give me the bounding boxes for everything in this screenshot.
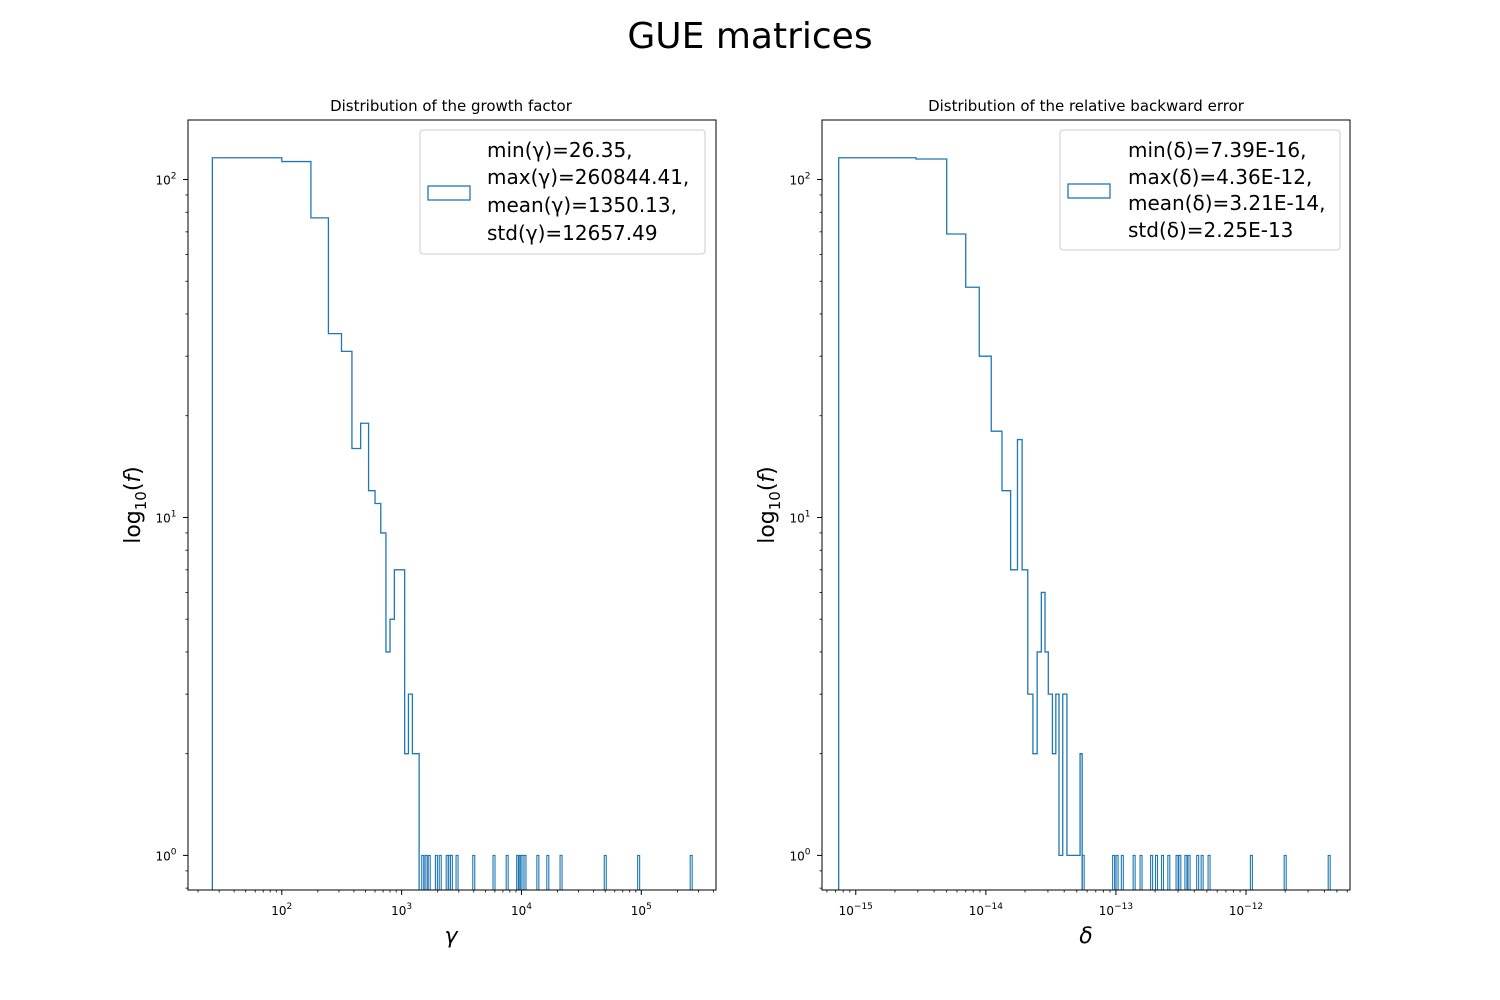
growth-factor-bin-2: [427, 854, 431, 890]
growth-factor-ytick-label-1: 101: [155, 509, 176, 525]
growth-factor-histogram-outline: [211, 157, 420, 890]
growth-factor-bin-8: [455, 854, 459, 890]
backward-error-ytick-label-1: 101: [789, 509, 810, 525]
growth-factor-xlabel: γ: [444, 924, 458, 949]
growth-factor-xtick-label-2: 104: [511, 902, 532, 918]
growth-factor-bin-7: [449, 854, 453, 890]
growth-factor-xtick-label-1: 103: [391, 902, 412, 918]
growth-factor-bin-19: [559, 854, 563, 890]
backward-error-legend-frame: [1059, 129, 1341, 251]
backward-error-histogram-outline: [838, 157, 1083, 890]
backward-error-legend-max: max(δ)=4.36E-12,: [1128, 165, 1312, 189]
backward-error-ytick-label-2: 102: [789, 172, 810, 188]
backward-error-bin-17: [1249, 854, 1253, 890]
growth-factor-bin-9: [472, 854, 476, 890]
growth-factor-ylabel: log10(f): [121, 466, 150, 544]
growth-factor-xtick-label-3: 105: [631, 902, 652, 918]
growth-factor-bin-17: [536, 854, 540, 890]
growth-factor-xtick-label-0: 102: [271, 902, 292, 918]
figure-title: GUE matrices: [627, 16, 872, 57]
backward-error-bin-4: [1132, 854, 1136, 890]
growth-factor-legend: min(γ)=26.35, max(γ)=260844.41, mean(γ)=…: [419, 129, 706, 255]
growth-factor-legend-swatch: [427, 185, 471, 201]
backward-error-xtick-label-3: 10−12: [1229, 902, 1263, 918]
backward-error-bin-14: [1196, 854, 1200, 890]
backward-error-panel: Distribution of the relative backward er…: [755, 97, 1351, 949]
backward-error-bin-15: [1200, 854, 1204, 890]
growth-factor-panel: Distribution of the growth factor 102 103…: [121, 97, 717, 949]
growth-factor-legend-mean: mean(γ)=1350.13,: [487, 193, 677, 217]
growth-factor-bin-4: [438, 854, 442, 890]
growth-factor-legend-frame: [419, 129, 706, 255]
backward-error-plot-area: 10−15 10−14 10−13 10−12 100 101 102: [789, 119, 1351, 918]
backward-error-bin-3: [1120, 854, 1124, 890]
growth-factor-bin-21: [637, 854, 641, 890]
growth-factor-bin-0: [421, 854, 425, 890]
backward-error-axes-frame: [821, 119, 1351, 891]
backward-error-bin-8: [1160, 854, 1165, 890]
growth-factor-axes-frame: [187, 119, 717, 891]
growth-factor-bin-18: [546, 854, 550, 890]
backward-error-bin-18: [1283, 854, 1287, 890]
backward-error-bin-9: [1167, 854, 1171, 890]
backward-error-bin-7: [1154, 854, 1159, 890]
backward-error-bin-11: [1178, 854, 1182, 890]
backward-error-xtick-label-2: 10−13: [1099, 902, 1133, 918]
backward-error-bin-12: [1184, 854, 1188, 890]
backward-error-xlabel: δ: [1079, 924, 1092, 949]
backward-error-bin-2: [1115, 854, 1119, 890]
backward-error-bin-0: [1081, 854, 1085, 890]
backward-error-legend-min: min(δ)=7.39E-16,: [1128, 138, 1307, 162]
backward-error-legend-mean: mean(δ)=3.21E-14,: [1128, 191, 1326, 215]
backward-error-legend-swatch: [1067, 183, 1111, 199]
growth-factor-legend-max: max(γ)=260844.41,: [487, 165, 689, 189]
backward-error-bin-6: [1150, 854, 1154, 890]
growth-factor-bin-11: [505, 854, 509, 890]
backward-error-ylabel: log10(f): [755, 466, 784, 544]
growth-factor-bin-22: [689, 854, 693, 890]
backward-error-bin-16: [1207, 854, 1211, 890]
growth-factor-legend-std: std(γ)=12657.49: [487, 221, 658, 245]
backward-error-bin-10: [1175, 854, 1179, 890]
backward-error-xtick-label-0: 10−15: [839, 902, 873, 918]
growth-factor-bin-20: [603, 854, 607, 890]
backward-error-bin-5: [1139, 854, 1143, 890]
growth-factor-bin-10: [492, 854, 496, 890]
backward-error-title: Distribution of the relative backward er…: [928, 97, 1245, 115]
backward-error-bin-19: [1327, 854, 1331, 890]
growth-factor-ytick-label-0: 100: [155, 847, 176, 863]
growth-factor-ytick-label-2: 102: [155, 172, 176, 188]
growth-factor-bin-1: [424, 854, 428, 890]
growth-factor-plot-area: 102 103 104 105 100 101 102: [155, 119, 717, 918]
growth-factor-bin-16: [523, 854, 527, 890]
growth-factor-title: Distribution of the growth factor: [330, 97, 573, 115]
growth-factor-bin-3: [434, 854, 438, 890]
backward-error-bin-1: [1112, 854, 1116, 890]
backward-error-xtick-label-1: 10−14: [969, 902, 1004, 918]
growth-factor-legend-min: min(γ)=26.35,: [487, 138, 633, 162]
backward-error-bin-13: [1187, 854, 1191, 890]
backward-error-ytick-label-0: 100: [789, 847, 810, 863]
backward-error-legend-std: std(δ)=2.25E-13: [1128, 218, 1293, 242]
backward-error-legend: min(δ)=7.39E-16, max(δ)=4.36E-12, mean(δ…: [1059, 129, 1341, 251]
